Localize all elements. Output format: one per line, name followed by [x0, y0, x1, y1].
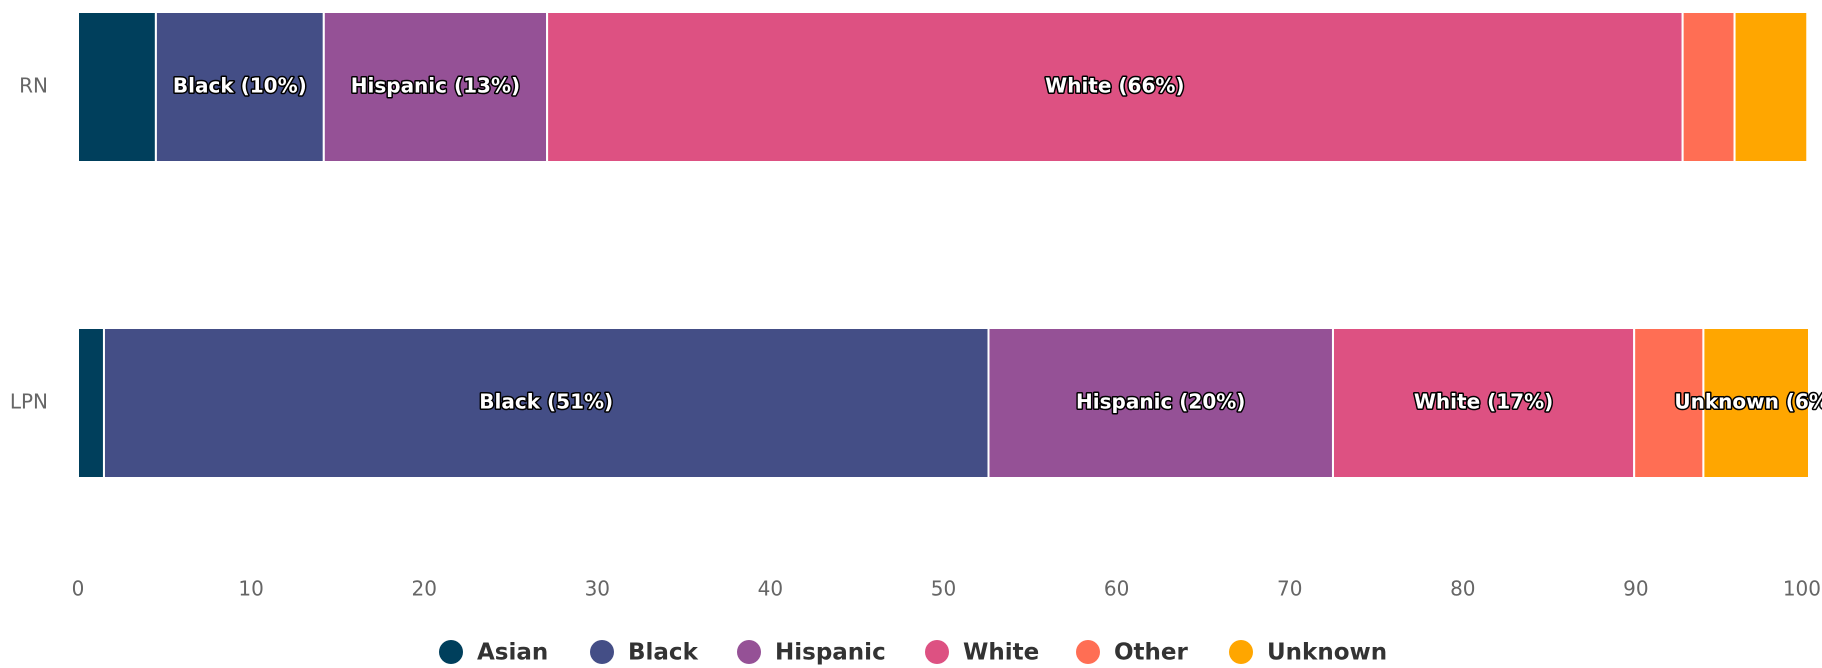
data-label: Black (10%) — [173, 74, 307, 98]
legend-label: Other — [1114, 640, 1189, 666]
bar-segment — [102, 327, 990, 479]
x-tick-label: 50 — [931, 577, 956, 601]
x-tick-label: 10 — [238, 577, 263, 601]
bar-segment — [322, 11, 549, 163]
data-label: White (17%) — [1414, 390, 1553, 414]
legend-label: Unknown — [1267, 640, 1387, 666]
data-label: White (66%) — [1045, 74, 1184, 98]
y-tick-label: LPN — [10, 390, 48, 414]
bar-segment — [77, 11, 157, 163]
legend-label: Black — [628, 640, 699, 666]
bar-segment — [546, 11, 1684, 163]
bar-segment — [1702, 327, 1811, 479]
legend-label: Asian — [477, 640, 548, 666]
data-label: Unknown (6%) — [1674, 390, 1822, 414]
legend-marker — [590, 640, 614, 664]
legend-label: White — [963, 640, 1039, 666]
bar-segment — [77, 327, 105, 479]
bar-segment — [987, 327, 1334, 479]
data-label: Hispanic (13%) — [351, 74, 520, 98]
x-tick-label: 20 — [411, 577, 436, 601]
x-tick-label: 100 — [1783, 577, 1821, 601]
bar-segment — [1733, 11, 1809, 163]
x-tick-label: 0 — [72, 577, 85, 601]
data-label: Hispanic (20%) — [1076, 390, 1245, 414]
x-tick-label: 90 — [1623, 577, 1648, 601]
legend-label: Hispanic — [775, 640, 886, 666]
x-tick-label: 70 — [1277, 577, 1302, 601]
bar-segment — [1331, 327, 1636, 479]
data-label: Black (51%) — [479, 390, 613, 414]
y-tick-label: RN — [19, 74, 48, 98]
bar-segment — [1633, 327, 1705, 479]
bar-segment — [154, 11, 325, 163]
x-tick-label: 30 — [585, 577, 610, 601]
legend-marker — [925, 640, 949, 664]
legend-marker — [737, 640, 761, 664]
bar-segment — [1681, 11, 1736, 163]
x-tick-label: 40 — [758, 577, 783, 601]
legend-marker — [1076, 640, 1100, 664]
legend-marker — [439, 640, 463, 664]
x-tick-label: 60 — [1104, 577, 1129, 601]
legend-marker — [1229, 640, 1253, 664]
x-tick-label: 80 — [1450, 577, 1475, 601]
